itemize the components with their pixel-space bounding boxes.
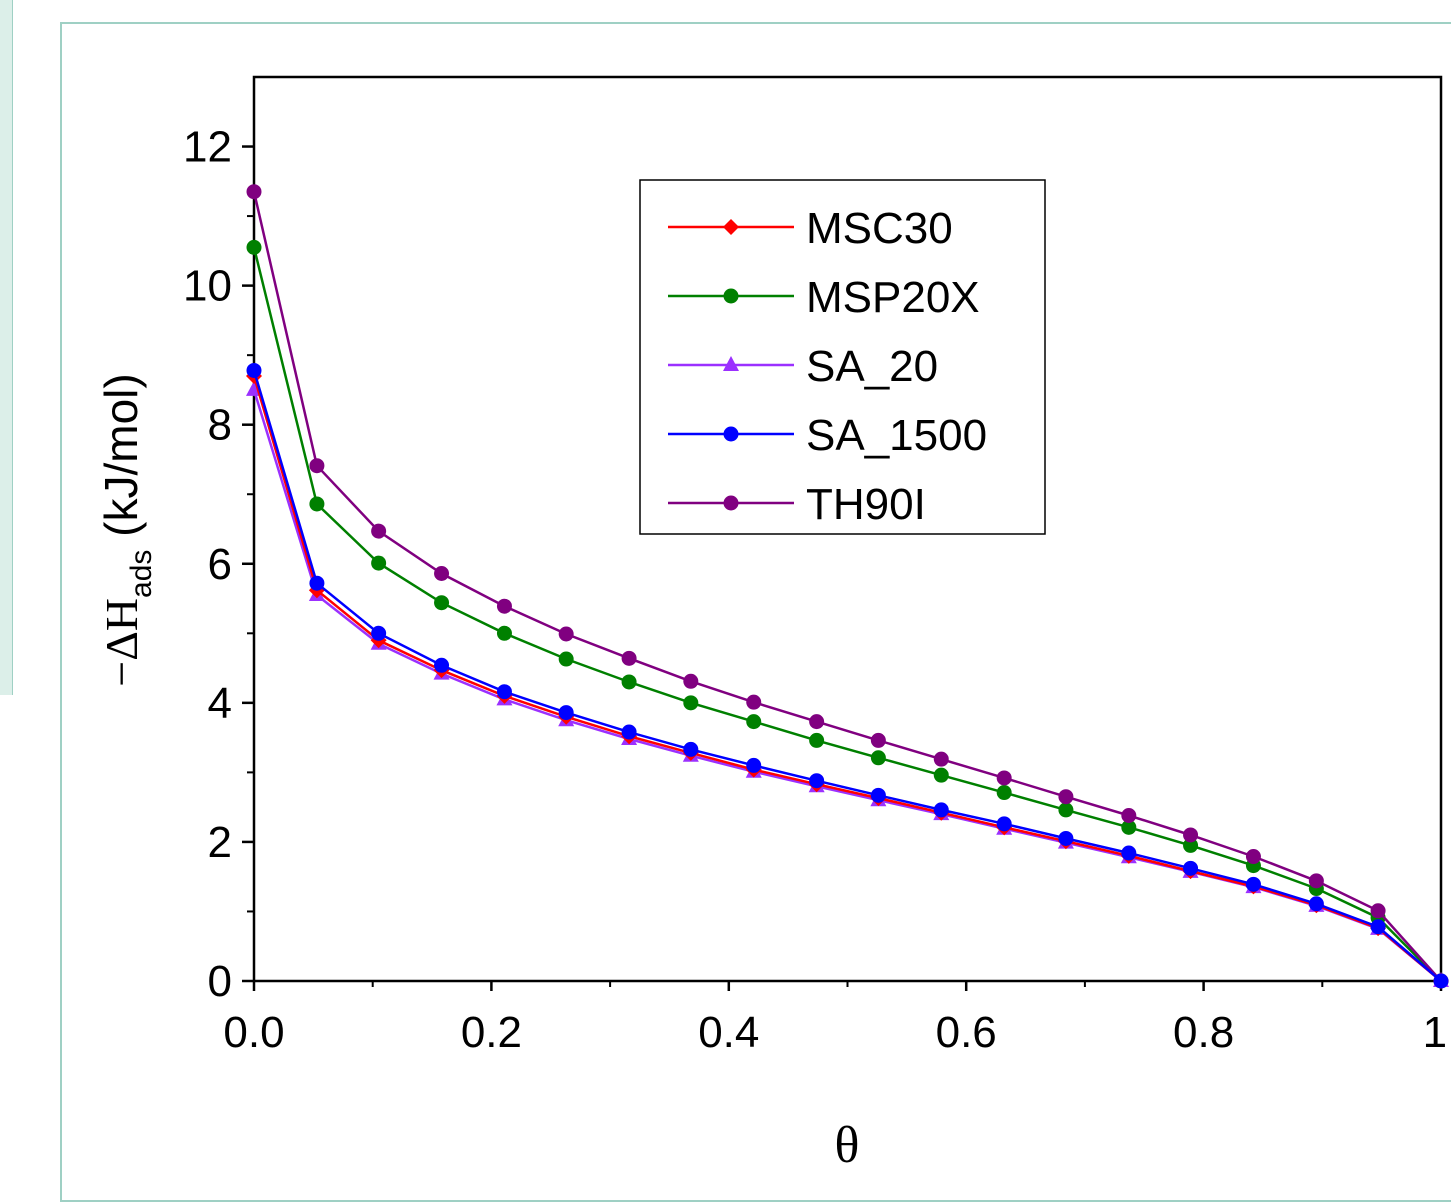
y-axis-label: −ΔHads (kJ/mol) xyxy=(95,373,158,686)
data-point-th90i xyxy=(1183,827,1199,843)
data-point-th90i xyxy=(996,770,1012,786)
series-group xyxy=(246,184,1449,989)
data-point-msp20x xyxy=(1058,802,1074,818)
series-sa-1500 xyxy=(246,362,1449,989)
legend-item-sa-1500: SA_1500 xyxy=(668,411,987,460)
data-point-sa-1500 xyxy=(996,816,1012,832)
data-point-th90i xyxy=(1121,807,1137,823)
data-point-th90i xyxy=(933,751,949,767)
y-axis-label-subscript: ads xyxy=(125,550,158,598)
data-point-msp20x xyxy=(996,785,1012,801)
series-line-th90i xyxy=(252,191,1442,982)
data-point-th90i xyxy=(309,458,325,474)
data-point-th90i xyxy=(1245,849,1261,865)
data-point-sa-1500 xyxy=(746,757,762,773)
legend: MSC30 MSP20X SA_20 SA_1500 TH90I xyxy=(639,179,1046,535)
data-point-msp20x xyxy=(246,239,262,255)
data-point-sa-1500 xyxy=(1433,973,1449,989)
data-point-th90i xyxy=(683,673,699,689)
data-point-th90i xyxy=(246,184,262,200)
y-axis-label-prefix: −ΔH xyxy=(96,598,147,687)
x-tick-label: 0.0 xyxy=(223,1008,284,1057)
legend-marker-msp20x xyxy=(723,288,739,304)
data-point-msp20x xyxy=(1121,819,1137,835)
data-point-msp20x xyxy=(496,625,512,641)
data-point-msp20x xyxy=(746,714,762,730)
data-point-sa-1500 xyxy=(1058,830,1074,846)
y-tick-label: 4 xyxy=(208,679,232,728)
data-point-sa-1500 xyxy=(1370,919,1386,935)
legend-item-th90i: TH90I xyxy=(668,480,926,529)
left-side-panel xyxy=(0,0,13,695)
y-tick-label: 2 xyxy=(208,818,232,867)
x-tick-label: 0.8 xyxy=(1173,1008,1234,1057)
legend-item-msc30: MSC30 xyxy=(668,204,953,253)
legend-label-th90i: TH90I xyxy=(806,480,926,529)
data-point-msp20x xyxy=(809,732,825,748)
data-point-sa-1500 xyxy=(809,773,825,789)
legend-item-sa-20: SA_20 xyxy=(668,342,938,391)
data-point-th90i xyxy=(371,523,387,539)
x-tick-label: 1. xyxy=(1423,1008,1451,1057)
data-point-sa-1500 xyxy=(371,625,387,641)
data-point-sa-1500 xyxy=(309,575,325,591)
x-axis-label: θ xyxy=(835,1117,860,1170)
y-tick-label: 10 xyxy=(183,262,232,311)
data-point-msp20x xyxy=(558,651,574,667)
legend-marker-sa-1500 xyxy=(723,426,739,442)
data-point-sa-1500 xyxy=(1245,876,1261,892)
data-point-msp20x xyxy=(870,750,886,766)
data-point-msp20x xyxy=(621,674,637,690)
y-axis-label-suffix: (kJ/mol) xyxy=(95,373,147,549)
data-point-th90i xyxy=(434,566,450,582)
legend-marker-sa-20 xyxy=(723,356,739,371)
y-tick-label: 6 xyxy=(208,540,232,589)
data-point-sa-1500 xyxy=(1183,860,1199,876)
series-line-msp20x xyxy=(252,247,1442,982)
series-line-msc30 xyxy=(252,375,1442,982)
data-point-msp20x xyxy=(434,595,450,611)
series-line-sa-1500 xyxy=(252,370,1442,982)
data-point-th90i xyxy=(870,732,886,748)
data-point-sa-1500 xyxy=(1308,896,1324,912)
data-point-msp20x xyxy=(683,695,699,711)
chart: 0.0 0.2 0.4 0.6 0.8 1. 0 2 4 6 8 10 12 MSC30 MSP20X SA… xyxy=(95,75,1451,1170)
data-point-th90i xyxy=(809,714,825,730)
y-tick-label: 8 xyxy=(208,401,232,450)
x-tick-label: 0.2 xyxy=(461,1008,522,1057)
axes: 0.0 0.2 0.4 0.6 0.8 1. 0 2 4 6 8 10 12 xyxy=(183,75,1451,1057)
y-tick-label: 12 xyxy=(183,123,232,172)
legend-marker-th90i xyxy=(723,495,739,511)
data-point-msp20x xyxy=(1183,837,1199,853)
legend-box xyxy=(639,179,1046,535)
legend-label-msp20x: MSP20X xyxy=(806,273,980,322)
data-point-msp20x xyxy=(371,555,387,571)
data-point-th90i xyxy=(1058,789,1074,805)
legend-label-msc30: MSC30 xyxy=(806,204,953,253)
y-tick-label: 0 xyxy=(208,957,232,1006)
data-point-th90i xyxy=(496,598,512,614)
data-point-sa-1500 xyxy=(434,657,450,673)
data-point-sa-1500 xyxy=(683,741,699,757)
data-point-sa-1500 xyxy=(496,684,512,700)
x-tick-label: 0.6 xyxy=(936,1008,997,1057)
data-point-th90i xyxy=(621,650,637,666)
data-point-th90i xyxy=(1370,903,1386,919)
data-point-msp20x xyxy=(933,767,949,783)
legend-item-msp20x: MSP20X xyxy=(668,273,980,322)
data-point-sa-1500 xyxy=(246,362,262,378)
data-point-sa-1500 xyxy=(870,787,886,803)
data-point-th90i xyxy=(1308,873,1324,889)
x-tick-label: 0.4 xyxy=(698,1008,759,1057)
data-point-sa-1500 xyxy=(621,724,637,740)
legend-label-sa-1500: SA_1500 xyxy=(806,411,987,460)
data-point-sa-1500 xyxy=(933,802,949,818)
legend-marker-msc30 xyxy=(723,219,739,235)
data-point-sa-1500 xyxy=(558,705,574,721)
data-point-th90i xyxy=(746,694,762,710)
data-point-msp20x xyxy=(309,496,325,512)
data-point-sa-1500 xyxy=(1121,845,1137,861)
data-point-th90i xyxy=(558,626,574,642)
legend-label-sa-20: SA_20 xyxy=(806,342,938,391)
